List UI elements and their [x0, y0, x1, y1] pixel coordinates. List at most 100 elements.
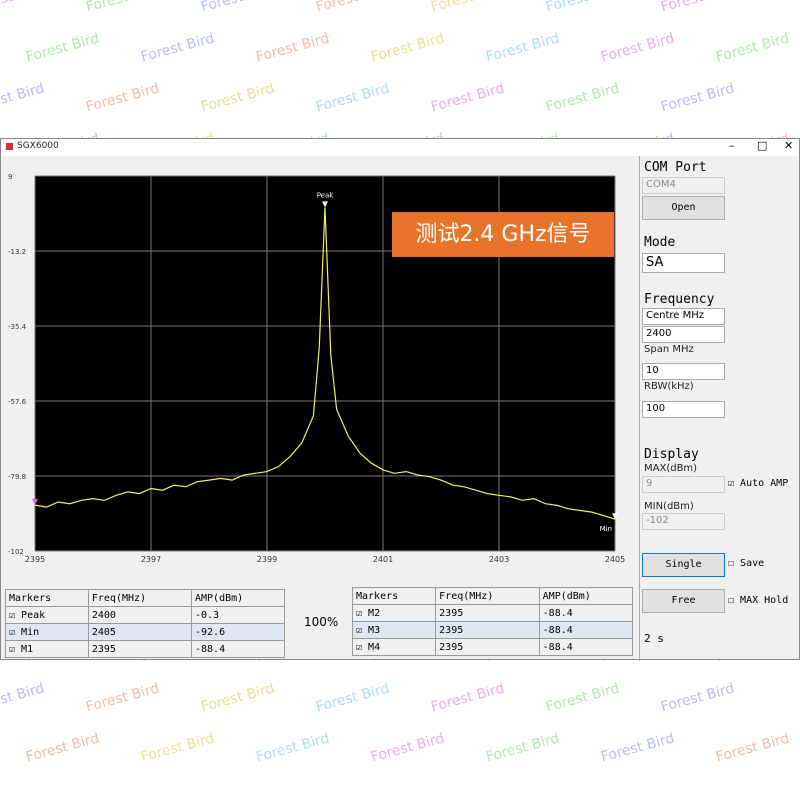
- marker-table: Markers Freq(MHz) AMP(dBm) ☑ M2 2395 -88.4 ☑ M…: [351, 587, 634, 656]
- minimize[interactable]: –: [729, 139, 735, 152]
- watermark: Forest Bird: [544, 0, 621, 15]
- watermark: Forest Bird: [599, 730, 677, 766]
- min-marker: [612, 513, 618, 520]
- x-tick-label: 2395: [25, 555, 45, 564]
- cell-text: 2395: [439, 641, 464, 653]
- watermark: Forest Bird: [314, 680, 392, 716]
- table-row: ☑ Peak 2400 -0.3: [5, 606, 286, 624]
- input[interactable]: 10: [642, 363, 725, 380]
- cell: 2395: [435, 638, 540, 656]
- watermark: Forest Bird: [0, 0, 46, 15]
- watermark: Forest Bird: [714, 30, 792, 66]
- checkbox: ☑: [356, 607, 369, 619]
- table-row: ☑ Min 2405 -92.6: [5, 623, 286, 641]
- table-row: ☑ M2 2395 -88.4: [351, 604, 634, 622]
- marker-table: Markers Freq(MHz) AMP(dBm) ☑ Peak 2400 -0.3 ☑ …: [5, 589, 286, 658]
- watermark: Forest Bird: [659, 0, 736, 15]
- cell: 2395: [435, 604, 540, 622]
- label: MAX(dBm): [644, 463, 698, 474]
- watermark: Forest Bird: [84, 680, 162, 716]
- watermark: Forest Bird: [254, 30, 332, 66]
- x-tick-label: 2399: [257, 555, 277, 564]
- cell: -88.4: [538, 621, 634, 639]
- checkbox-label: MAX Hold: [740, 595, 789, 606]
- maximize[interactable]: □: [757, 139, 768, 152]
- cell-text: 2395: [91, 643, 116, 655]
- input[interactable]: 2400: [642, 326, 725, 343]
- input[interactable]: 9: [642, 476, 725, 493]
- watermark: Forest Bird: [369, 30, 447, 66]
- interval: 2 s: [644, 632, 664, 645]
- cell-text: 2395: [439, 607, 464, 619]
- header-cell: Freq(MHz): [435, 587, 540, 605]
- button[interactable]: Open: [642, 196, 725, 220]
- watermark: Forest Bird: [599, 30, 677, 66]
- cell: 2395: [87, 640, 192, 658]
- watermark: Forest Bird: [429, 0, 506, 15]
- cell: -88.4: [538, 638, 634, 656]
- y-tick-label: -13.2: [8, 248, 26, 256]
- header-cell: AMP(dBm): [190, 589, 286, 607]
- table-row: ☑ M1 2395 -88.4: [5, 640, 286, 658]
- watermark: Forest Bird: [429, 80, 507, 116]
- checkbox[interactable]: ☐ MAX Hold: [728, 595, 789, 606]
- separator: [639, 156, 640, 661]
- section-label: Mode: [644, 235, 676, 250]
- checkbox-label: Auto AMP: [740, 478, 789, 489]
- select[interactable]: COM4: [642, 177, 725, 194]
- cell-text: M3: [368, 624, 381, 636]
- checkbox: ☑: [356, 641, 369, 653]
- watermark: Forest Bird: [484, 730, 562, 766]
- watermark: Forest Bird: [84, 0, 161, 15]
- watermark: Forest Bird: [199, 0, 276, 15]
- marker-cell: ☑ M1: [5, 640, 89, 658]
- header-cell: Markers: [351, 587, 437, 605]
- y-tick-label: -35.4: [8, 323, 27, 331]
- x-tick-label: 2405: [605, 555, 625, 564]
- y-tick-label: -57.6: [8, 398, 27, 406]
- cell: 2405: [87, 623, 192, 641]
- x-tick-label: 2397: [141, 555, 161, 564]
- cell-text: M4: [368, 641, 381, 653]
- select[interactable]: 100: [642, 401, 725, 418]
- select[interactable]: SA: [642, 253, 725, 273]
- watermark: Forest Bird: [199, 80, 277, 116]
- select[interactable]: Centre MHz: [642, 308, 725, 325]
- header-cell: AMP(dBm): [538, 587, 634, 605]
- title-bar: SGX6000 – □ ✕: [1, 139, 799, 156]
- cell: -88.4: [190, 640, 286, 658]
- cell-text: -88.4: [542, 624, 573, 636]
- peak-marker: [322, 201, 328, 208]
- close[interactable]: ✕: [784, 139, 794, 152]
- button[interactable]: Single: [642, 553, 725, 577]
- watermark: Forest Bird: [484, 30, 562, 66]
- marker-label: Peak: [317, 191, 335, 199]
- table-row: ☑ M4 2395 -88.4: [351, 638, 634, 656]
- section-label: COM Port: [644, 160, 707, 175]
- watermark: Forest Bird: [254, 730, 332, 766]
- section-label: Display: [644, 447, 699, 462]
- header-cell: Markers: [5, 589, 89, 607]
- checkbox-label: Save: [740, 558, 765, 569]
- checkbox[interactable]: ☐ Save: [728, 558, 765, 569]
- section-label: Frequency: [644, 292, 715, 307]
- cell-text: 2395: [439, 624, 464, 636]
- marker-cell: ☑ M3: [351, 621, 437, 639]
- watermark: Forest Bird: [314, 0, 391, 15]
- label: MIN(dBm): [644, 501, 694, 512]
- button[interactable]: Free: [642, 589, 725, 613]
- marker-cell: ☑ Min: [5, 623, 89, 641]
- input[interactable]: -102: [642, 513, 725, 530]
- cell-text: M1: [21, 643, 34, 655]
- watermark: Forest Bird: [369, 730, 447, 766]
- watermark: Forest Bird: [199, 680, 277, 716]
- checkbox: ☑: [9, 626, 22, 638]
- watermark: Forest Bird: [314, 80, 392, 116]
- watermark: Forest Bird: [0, 80, 47, 116]
- watermark: Forest Bird: [544, 80, 622, 116]
- checkbox[interactable]: ☑ Auto AMP: [728, 478, 789, 489]
- progress: 100%: [304, 615, 339, 629]
- y-tick-label: -79.8: [8, 473, 26, 481]
- cell-text: 2405: [91, 626, 116, 638]
